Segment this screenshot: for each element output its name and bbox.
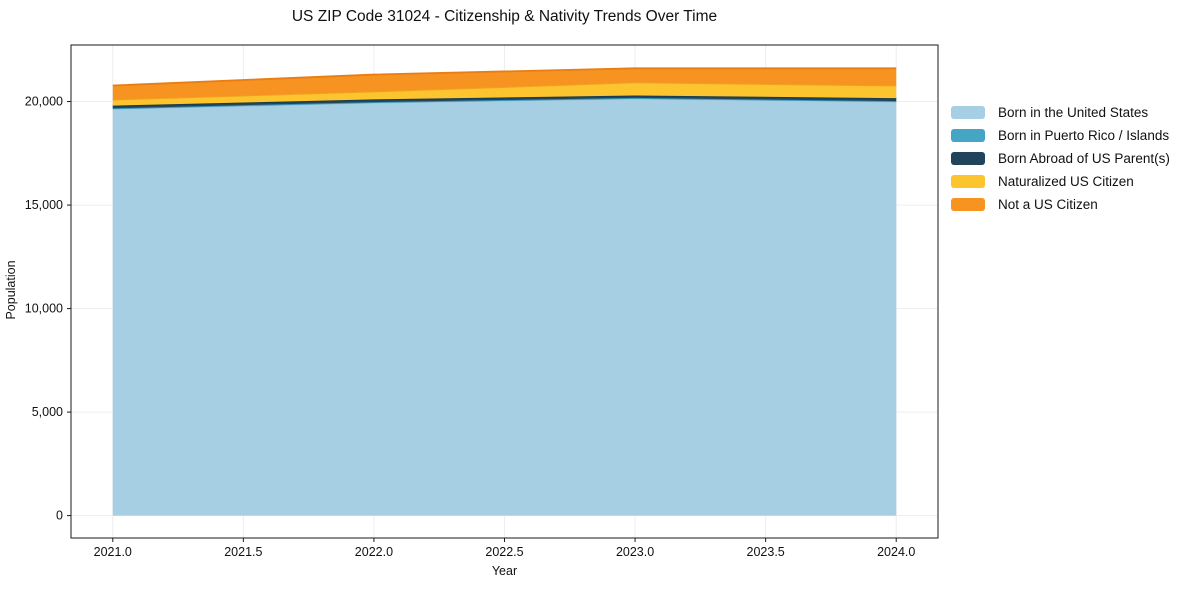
area-series-0 xyxy=(112,98,897,516)
legend-swatch xyxy=(951,129,985,142)
y-axis-title: Population xyxy=(4,260,18,320)
area-series-2 xyxy=(112,95,897,109)
legend-label: Naturalized US Citizen xyxy=(998,174,1134,189)
x-tick-label: 2023.0 xyxy=(616,545,654,559)
edge-series-4 xyxy=(112,67,897,87)
legend-item: Born Abroad of US Parent(s) xyxy=(951,147,1170,170)
area-series-3 xyxy=(112,82,897,106)
y-tick-label: 0 xyxy=(56,509,63,523)
area-series-4 xyxy=(112,68,897,100)
legend-swatch xyxy=(951,198,985,211)
legend-label: Not a US Citizen xyxy=(998,197,1098,212)
legend-swatch xyxy=(951,152,985,165)
y-tick-label: 10,000 xyxy=(25,302,63,316)
y-tick-label: 15,000 xyxy=(25,198,63,212)
legend-label: Born in Puerto Rico / Islands xyxy=(998,128,1170,143)
x-tick-label: 2021.0 xyxy=(94,545,132,559)
legend-swatch xyxy=(951,175,985,188)
y-tick-label: 20,000 xyxy=(25,95,63,109)
legend-item: Not a US Citizen xyxy=(951,193,1170,216)
legend-item: Born in the United States xyxy=(951,101,1170,124)
x-tick-label: 2024.0 xyxy=(877,545,915,559)
y-tick-label: 5,000 xyxy=(32,405,63,419)
legend-swatch xyxy=(951,106,985,119)
x-tick-label: 2022.5 xyxy=(485,545,523,559)
legend-item: Naturalized US Citizen xyxy=(951,170,1170,193)
legend-label: Born Abroad of US Parent(s) xyxy=(998,151,1170,166)
x-tick-label: 2021.5 xyxy=(224,545,262,559)
x-axis-title: Year xyxy=(491,564,518,578)
x-tick-label: 2022.0 xyxy=(355,545,393,559)
legend: Born in the United States Born in Puerto … xyxy=(951,101,1170,216)
x-tick-label: 2023.5 xyxy=(747,545,785,559)
legend-label: Born in the United States xyxy=(998,105,1149,120)
legend-item: Born in Puerto Rico / Islands xyxy=(951,124,1170,147)
chart-title: US ZIP Code 31024 - Citizenship & Nativi… xyxy=(291,8,718,25)
